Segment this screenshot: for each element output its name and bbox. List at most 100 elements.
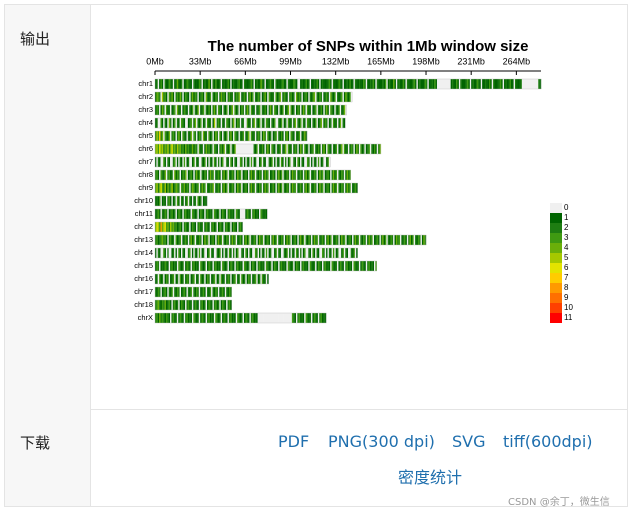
- density-bin: [283, 105, 286, 115]
- chart: The number of SNPs within 1Mb window siz…: [134, 38, 573, 324]
- density-bin: [185, 92, 187, 102]
- tiff-link[interactable]: tiff(600dpi): [503, 432, 593, 451]
- density-bin: [187, 79, 190, 89]
- density-bin: [289, 105, 291, 115]
- density-bin: [207, 248, 209, 258]
- density-bin: [217, 287, 220, 297]
- density-bin: [189, 144, 191, 154]
- density-bin: [182, 209, 184, 219]
- density-bin: [285, 92, 287, 102]
- density-bin: [202, 144, 205, 154]
- density-bin: [416, 235, 419, 245]
- density-bin: [278, 183, 280, 193]
- density-bin: [181, 300, 183, 310]
- png-link[interactable]: PNG(300 dpi): [328, 432, 435, 451]
- density-bin: [212, 183, 215, 193]
- density-bin: [183, 79, 186, 89]
- density-bin: [208, 287, 210, 297]
- density-bin: [306, 170, 309, 180]
- density-bin: [280, 131, 283, 141]
- pdf-link[interactable]: PDF: [278, 432, 310, 451]
- density-bin: [300, 248, 302, 258]
- density-bin: [165, 118, 168, 128]
- density-bin: [157, 261, 160, 271]
- density-bin: [161, 79, 164, 89]
- density-bin: [246, 79, 249, 89]
- density-bin: [237, 92, 239, 102]
- density-bin: [179, 183, 182, 193]
- density-bin: [185, 222, 187, 232]
- density-bin: [300, 92, 302, 102]
- density-bin: [212, 209, 215, 219]
- chromosome-label: chr11: [135, 209, 153, 218]
- density-bin: [155, 248, 157, 258]
- density-bin: [312, 92, 314, 102]
- density-bin: [328, 144, 331, 154]
- density-bin: [294, 157, 297, 167]
- density-bin: [194, 274, 197, 284]
- density-bin: [217, 144, 220, 154]
- density-bin: [345, 261, 347, 271]
- density-bin: [512, 79, 514, 89]
- density-bin: [204, 235, 206, 245]
- density-bin: [197, 300, 200, 310]
- density-bin: [224, 222, 227, 232]
- density-bin: [339, 248, 342, 258]
- density-bin: [334, 248, 336, 258]
- density-bin: [243, 313, 246, 323]
- density-bin: [487, 79, 490, 89]
- density-bin: [304, 183, 306, 193]
- density-bin: [268, 261, 271, 271]
- density-bin: [306, 92, 309, 102]
- density-bin: [275, 105, 278, 115]
- svg-link[interactable]: SVG: [452, 432, 486, 451]
- density-bin: [297, 235, 299, 245]
- density-bin: [217, 118, 220, 128]
- density-bin: [286, 105, 288, 115]
- density-bin: [278, 92, 280, 102]
- density-bin: [248, 170, 250, 180]
- density-bin: [239, 170, 242, 180]
- density-bin: [253, 248, 256, 258]
- legend-swatch: [550, 213, 562, 223]
- density-bin: [200, 183, 202, 193]
- density-bin: [222, 209, 224, 219]
- density-bin: [205, 235, 208, 245]
- density-bin: [243, 209, 246, 219]
- density-bin: [164, 313, 167, 323]
- density-bin: [264, 157, 267, 167]
- density-bin: [183, 196, 186, 206]
- density-bin: [272, 183, 275, 193]
- density-bin: [297, 248, 299, 258]
- density-bin: [252, 157, 254, 167]
- density-bin: [252, 274, 254, 284]
- density-bin: [222, 313, 224, 323]
- density-link[interactable]: 密度统计: [398, 468, 463, 487]
- density-bin: [212, 248, 215, 258]
- label-column: [4, 4, 91, 507]
- density-bin: [163, 261, 165, 271]
- density-bin: [204, 209, 206, 219]
- density-bin: [280, 118, 283, 128]
- density-bin: [215, 274, 217, 284]
- density-bin: [368, 79, 371, 89]
- density-bin: [185, 183, 187, 193]
- density-bin: [327, 92, 330, 102]
- density-bin: [350, 92, 353, 102]
- density-bin: [161, 196, 164, 206]
- density-bin: [260, 144, 262, 154]
- density-bin: [230, 209, 232, 219]
- density-bin: [311, 261, 313, 271]
- density-bin: [170, 144, 172, 154]
- density-bin: [302, 235, 305, 245]
- density-bin: [196, 196, 198, 206]
- density-bin: [187, 196, 190, 206]
- density-bin: [337, 248, 339, 258]
- density-bin: [290, 131, 293, 141]
- density-bin: [337, 183, 339, 193]
- density-bin: [308, 105, 310, 115]
- density-bin: [406, 235, 409, 245]
- density-bin: [219, 313, 221, 323]
- density-bin: [290, 144, 293, 154]
- density-bin: [239, 118, 242, 128]
